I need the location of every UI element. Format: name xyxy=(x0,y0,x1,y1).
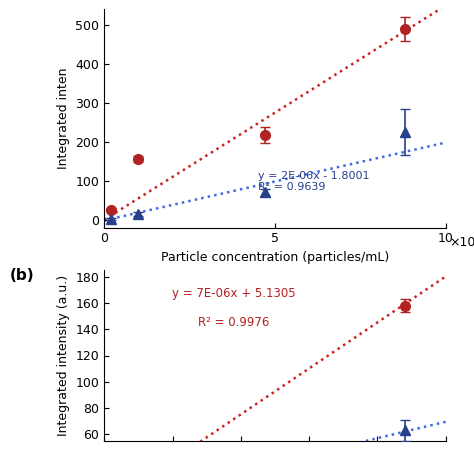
Text: y = 2E-06x - 1.8001: y = 2E-06x - 1.8001 xyxy=(258,171,369,181)
Text: (b): (b) xyxy=(9,268,34,283)
X-axis label: Particle concentration (particles/mL): Particle concentration (particles/mL) xyxy=(161,251,389,264)
Text: ×10⁷: ×10⁷ xyxy=(449,236,474,249)
Text: R² = 0.9976: R² = 0.9976 xyxy=(198,316,270,329)
Text: R² = 0.9639: R² = 0.9639 xyxy=(258,182,325,191)
Y-axis label: Integrated inten: Integrated inten xyxy=(57,68,70,169)
Y-axis label: Integrated intensity (a.u.): Integrated intensity (a.u.) xyxy=(57,275,70,436)
Text: y = 7E-06x + 5.1305: y = 7E-06x + 5.1305 xyxy=(172,287,296,300)
